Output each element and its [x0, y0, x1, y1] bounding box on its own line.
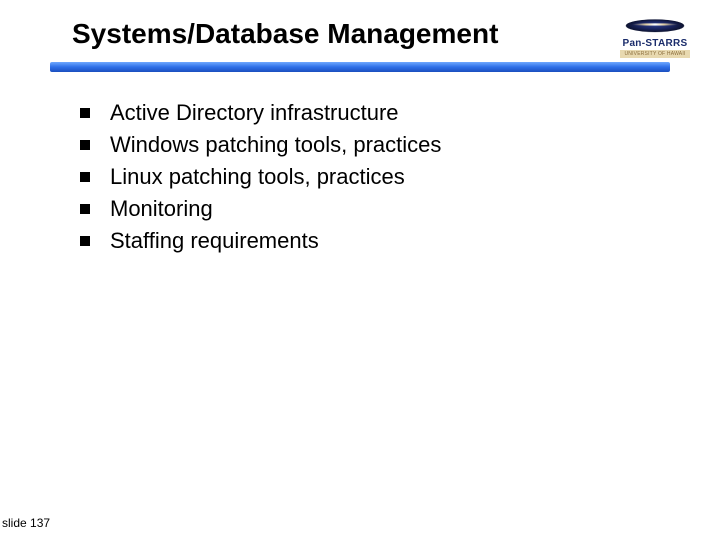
header-divider-bar: [50, 62, 670, 72]
logo-subtext: UNIVERSITY OF HAWAII: [620, 50, 689, 58]
list-item: Windows patching tools, practices: [80, 132, 720, 158]
list-item: Linux patching tools, practices: [80, 164, 720, 190]
bullet-text: Staffing requirements: [110, 228, 319, 254]
bullet-text: Linux patching tools, practices: [110, 164, 405, 190]
square-bullet-icon: [80, 108, 90, 118]
square-bullet-icon: [80, 172, 90, 182]
bullet-text: Windows patching tools, practices: [110, 132, 441, 158]
square-bullet-icon: [80, 140, 90, 150]
galaxy-icon: [622, 19, 687, 32]
bullet-text: Active Directory infrastructure: [110, 100, 399, 126]
square-bullet-icon: [80, 204, 90, 214]
slide-number: slide 137: [2, 516, 50, 530]
brand-logo: Pan-STARRS UNIVERSITY OF HAWAII: [610, 14, 700, 64]
bullet-text: Monitoring: [110, 196, 213, 222]
list-item: Active Directory infrastructure: [80, 100, 720, 126]
list-item: Monitoring: [80, 196, 720, 222]
logo-brand-text: Pan-STARRS: [622, 38, 687, 49]
square-bullet-icon: [80, 236, 90, 246]
slide-header: Systems/Database Management Pan-STARRS U…: [0, 0, 720, 50]
slide-body: Active Directory infrastructure Windows …: [0, 72, 720, 254]
list-item: Staffing requirements: [80, 228, 720, 254]
